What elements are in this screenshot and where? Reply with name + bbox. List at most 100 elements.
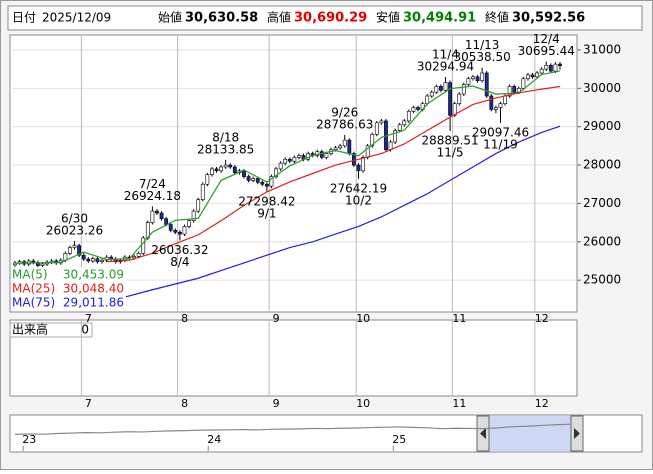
candle-body <box>352 153 356 166</box>
legend-name: MA(25) <box>12 282 55 296</box>
candle-body <box>274 168 278 177</box>
right-arrow <box>574 428 580 439</box>
candle-body <box>434 86 439 93</box>
candle-body <box>283 159 288 164</box>
annotation-value: 27298.42 <box>238 194 295 208</box>
candle-body <box>100 259 104 263</box>
candle-body <box>72 245 77 248</box>
candle-body <box>319 151 324 158</box>
header-value: 30,630.58 <box>185 11 258 26</box>
candle-body <box>191 210 196 221</box>
candle-body <box>443 82 448 91</box>
candle-body <box>173 229 178 233</box>
candle-body <box>512 86 517 93</box>
candle-body <box>324 153 329 158</box>
y-tick-label: 31000 <box>583 42 621 56</box>
candle-body <box>535 72 540 78</box>
x-tick-label: 7 <box>85 312 92 325</box>
navigator-tick-label: 23 <box>22 433 36 446</box>
candle-body <box>411 107 416 112</box>
y-tick-label: 27000 <box>583 196 621 210</box>
candle-body <box>333 147 338 151</box>
candle-body <box>530 74 535 78</box>
y-tick-label: 25000 <box>583 273 621 287</box>
candle-body <box>356 164 361 172</box>
candle-body <box>278 162 283 170</box>
annotation-date: 10/2 <box>345 193 372 207</box>
candle-body <box>342 139 347 147</box>
annotation: 27298.429/1 <box>238 194 295 220</box>
plot-layer: 始値 30,630.58 高値 30,690.29 安値 30,494.91 終値 30,59… <box>9 10 621 451</box>
candle-body <box>95 258 100 263</box>
y-tick-label: 30000 <box>583 81 621 95</box>
annotation-date: 11/5 <box>437 145 464 159</box>
x-tick-label: 8 <box>181 312 188 325</box>
candle-body <box>379 120 384 124</box>
annotation-date: 12/4 <box>533 32 560 46</box>
volume-label: 出来高 <box>12 322 48 337</box>
header-value: 30,592.56 <box>512 11 585 26</box>
candle-body <box>471 76 475 80</box>
annotation-value: 30538.50 <box>454 50 511 64</box>
legend-name: MA(5) <box>12 268 48 282</box>
volume-value: 0 <box>81 323 89 337</box>
x-tick-label: 12 <box>535 312 549 325</box>
candle-body <box>49 260 54 263</box>
date-value: 2025/12/09 <box>42 11 111 25</box>
candle-body <box>448 82 452 116</box>
candle-body <box>187 220 191 227</box>
navigator-selection[interactable] <box>487 416 573 451</box>
annotation-value: 27642.19 <box>330 181 387 195</box>
annotation-date: 8/18 <box>212 130 239 144</box>
candle-body <box>182 226 187 235</box>
annotation-date: 11/19 <box>483 137 518 151</box>
annotation-date: 9/1 <box>257 206 276 220</box>
x-tick-label: 9 <box>273 312 280 325</box>
candle-body <box>503 95 507 104</box>
candle-body <box>219 166 223 172</box>
candle-body <box>141 237 146 254</box>
candle-body <box>155 210 159 214</box>
candle-body <box>223 164 228 168</box>
header-name: 高値 <box>267 10 291 25</box>
x-tick-label: 8 <box>181 397 188 410</box>
candle-body <box>63 253 68 261</box>
candle-body <box>393 130 398 143</box>
candle-body <box>480 72 485 81</box>
candle-body <box>489 95 494 110</box>
candle-body <box>40 263 45 266</box>
navigator-line <box>14 423 571 435</box>
candle-body <box>484 72 489 97</box>
candle-body <box>228 164 233 168</box>
header-value: 30,494.91 <box>403 11 476 26</box>
ma-line <box>106 85 561 263</box>
candle-body <box>31 260 36 263</box>
annotation-value: 28786.63 <box>316 117 373 131</box>
candle-body <box>498 103 503 108</box>
candle-body <box>370 134 375 147</box>
annotation-value: 30695.44 <box>518 44 575 58</box>
annotation-date: 8/4 <box>170 255 189 269</box>
candle-body <box>397 124 402 131</box>
annotation-value: 30294.94 <box>417 60 474 74</box>
candle-body <box>90 258 95 262</box>
x-tick-label: 12 <box>535 397 549 410</box>
y-tick-label: 29000 <box>583 119 621 133</box>
candle-body <box>539 68 544 74</box>
candle-body <box>544 65 549 70</box>
candle-body <box>416 107 420 110</box>
annotation: 26036.328/4 <box>151 243 208 269</box>
candle-body <box>548 65 553 72</box>
annotation-date: 7/24 <box>139 177 166 191</box>
x-tick-label: 7 <box>85 397 92 410</box>
left-arrow <box>480 428 486 439</box>
candle-body <box>507 86 512 97</box>
x-tick-label: 11 <box>452 397 466 410</box>
candle-body <box>68 247 72 254</box>
